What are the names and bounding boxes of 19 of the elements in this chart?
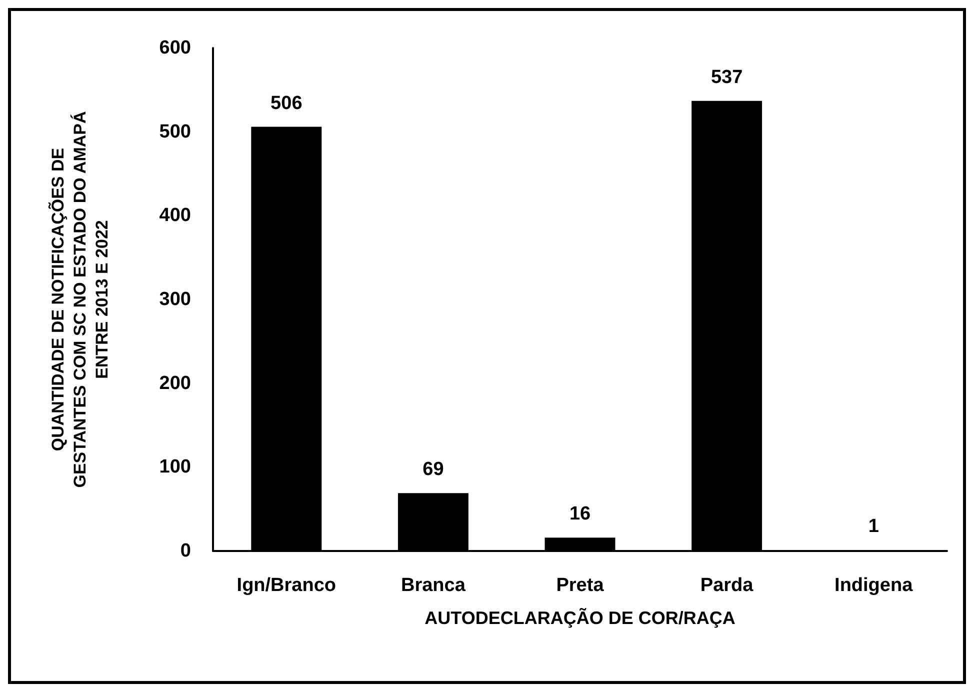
x-tick-label: Parda [700, 575, 754, 596]
data-label: 506 [270, 92, 302, 114]
data-label: 537 [710, 66, 743, 88]
y-tick-label: 600 [159, 38, 191, 58]
data-label: 1 [868, 516, 880, 538]
x-axis-title: AUTODECLARAÇÃO DE COR/RAÇA [424, 607, 736, 628]
y-tick-label: 100 [159, 456, 191, 478]
y-tick-label: 0 [180, 540, 191, 562]
y-tick-label: 500 [159, 121, 191, 142]
x-tick-label: Preta [556, 575, 604, 596]
x-tick-label: Ign/Branco [236, 575, 336, 596]
y-tick-label: 200 [159, 372, 191, 394]
y-axis-title: QUANTIDADE DE NOTIFICAÇÕES DE GESTANTES COM SC NO ESTADO DO AMAPÁ ENTRE 2013 E 2022 [48, 111, 112, 488]
data-label: 69 [422, 459, 444, 480]
y-tick-label: 400 [159, 205, 191, 226]
data-label: 16 [569, 504, 591, 525]
x-tick-label: Branca [400, 575, 466, 596]
y-tick-label: 300 [159, 289, 191, 310]
x-tick-label: Indigena [834, 575, 914, 596]
